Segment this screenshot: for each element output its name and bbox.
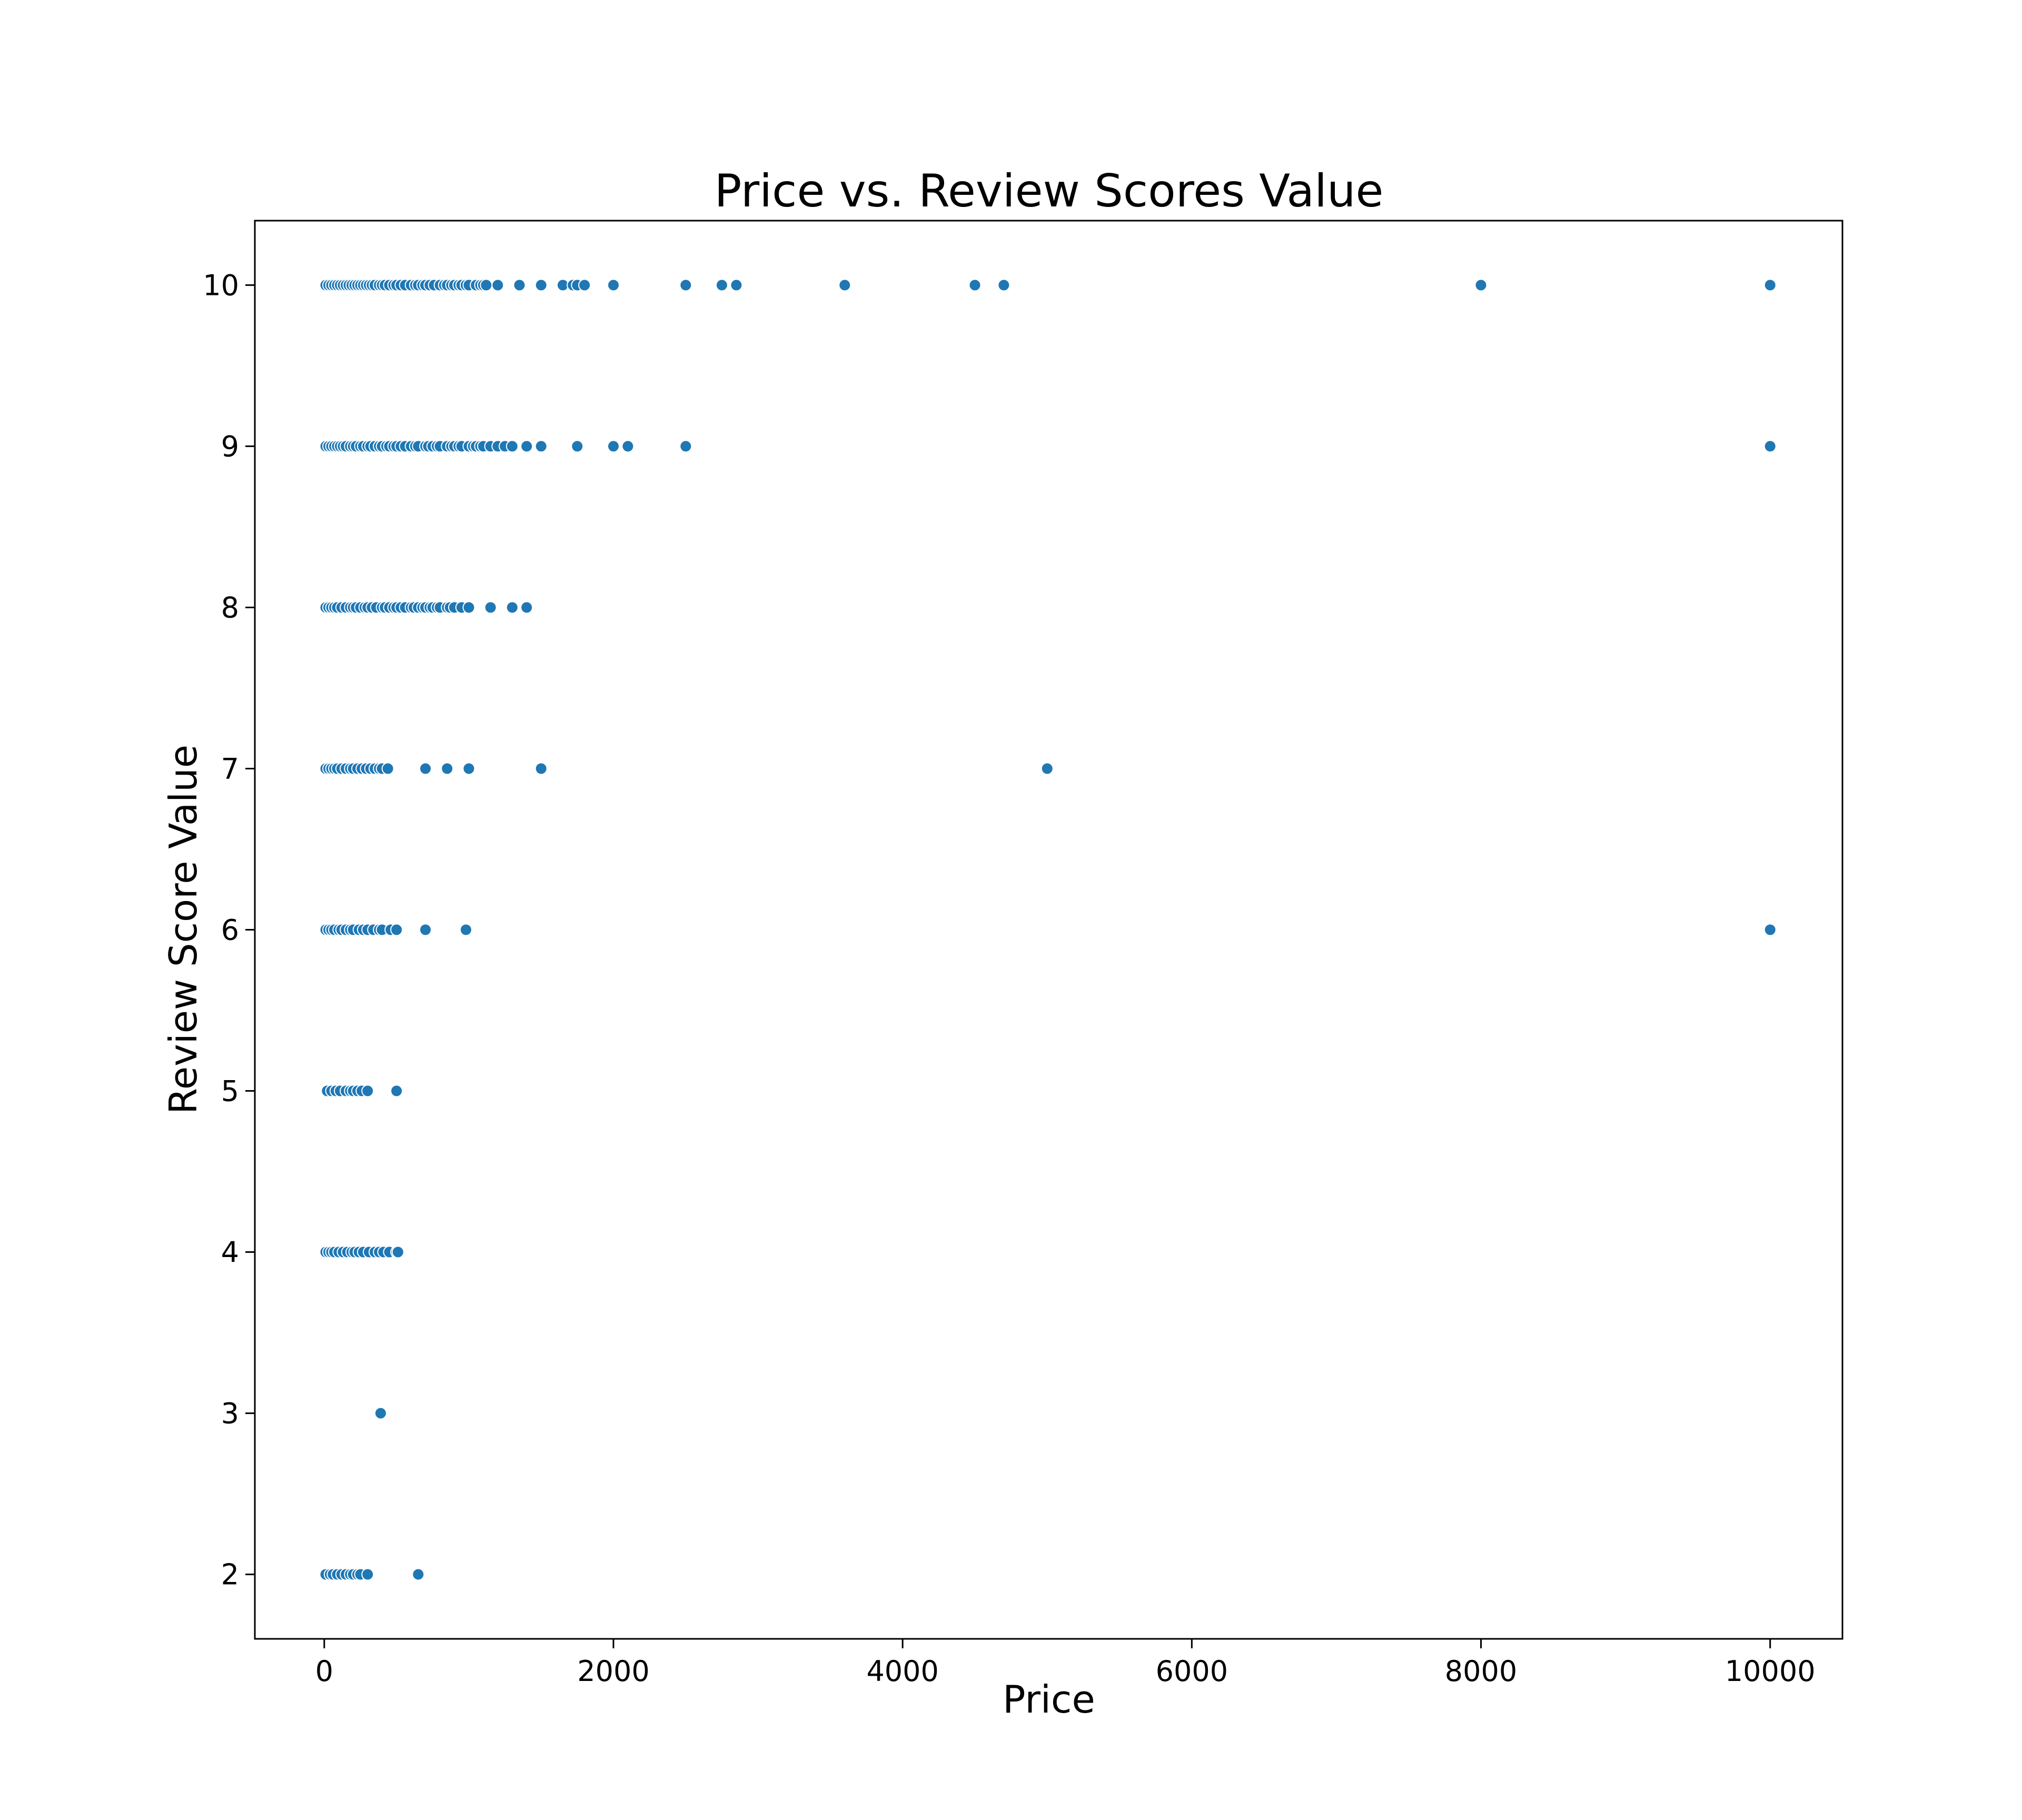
y-tick-label: 10 (203, 269, 239, 302)
data-point (441, 762, 454, 775)
data-point (390, 923, 403, 936)
data-point (491, 279, 504, 292)
data-point (1763, 279, 1777, 292)
data-point (419, 923, 432, 936)
x-axis-label: Price (1003, 1677, 1095, 1722)
data-point (578, 279, 591, 292)
data-point (391, 1245, 404, 1259)
data-point (534, 279, 548, 292)
data-points (319, 279, 1777, 1581)
data-point (534, 440, 548, 453)
data-point (715, 279, 728, 292)
x-axis-ticks: 0 2000 4000 6000 8000 10000 (315, 1639, 1816, 1688)
x-tick-label: 8000 (1445, 1655, 1517, 1688)
data-point (534, 762, 548, 775)
y-tick-label: 2 (221, 1558, 239, 1591)
data-point (459, 923, 472, 936)
y-axis-ticks: 2 3 4 5 6 7 8 9 10 (203, 269, 255, 1591)
data-point (1040, 762, 1054, 775)
data-point (997, 279, 1010, 292)
y-tick-label: 3 (221, 1397, 239, 1430)
y-tick-label: 7 (221, 752, 239, 785)
data-point (361, 1084, 374, 1097)
data-point (679, 440, 692, 453)
y-tick-label: 6 (221, 914, 239, 947)
data-point (621, 440, 635, 453)
data-point (374, 1407, 387, 1420)
x-tick-label: 0 (315, 1655, 333, 1688)
data-point (462, 601, 475, 614)
data-point (679, 279, 692, 292)
data-point (607, 440, 620, 453)
data-point (361, 1568, 374, 1581)
y-axis-label: Review Score Value (161, 745, 205, 1114)
data-point (1763, 923, 1777, 936)
data-point (412, 1568, 425, 1581)
y-tick-label: 4 (221, 1236, 239, 1269)
y-tick-label: 9 (221, 430, 239, 463)
x-tick-label: 2000 (577, 1655, 649, 1688)
data-point (381, 762, 394, 775)
data-point (838, 279, 851, 292)
y-tick-label: 5 (221, 1075, 239, 1108)
data-point (968, 279, 982, 292)
x-tick-label: 6000 (1156, 1655, 1228, 1688)
data-point (730, 279, 743, 292)
y-tick-label: 8 (221, 591, 239, 624)
data-point (419, 762, 432, 775)
x-tick-label: 4000 (866, 1655, 938, 1688)
x-tick-label: 10000 (1725, 1655, 1816, 1688)
data-point (484, 601, 497, 614)
data-point (607, 279, 620, 292)
data-point (1763, 440, 1777, 453)
data-point (513, 279, 526, 292)
data-point (1474, 279, 1488, 292)
data-point (480, 279, 493, 292)
data-point (520, 601, 533, 614)
data-point (506, 440, 519, 453)
data-point (390, 1084, 403, 1097)
data-point (520, 440, 533, 453)
data-point (462, 762, 475, 775)
chart-title: Price vs. Review Scores Value (715, 165, 1384, 217)
data-point (506, 601, 519, 614)
data-point (571, 440, 584, 453)
